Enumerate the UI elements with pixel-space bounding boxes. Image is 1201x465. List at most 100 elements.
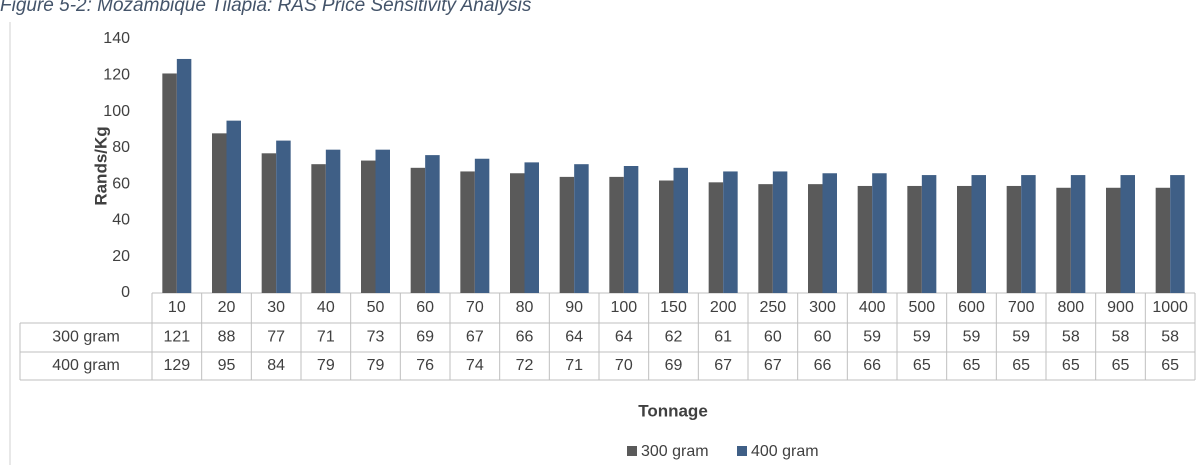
bar: [921, 175, 937, 293]
bar: [212, 133, 227, 293]
table-value: 71: [565, 357, 583, 374]
bar: [673, 167, 688, 293]
table-value: 79: [367, 357, 385, 374]
bar: [524, 162, 539, 293]
x-tick-label: 20: [218, 299, 236, 316]
table-value: 65: [1161, 357, 1179, 374]
x-tick-label: 90: [565, 299, 583, 316]
legend-label: 300 gram: [641, 443, 709, 460]
table-value: 129: [163, 357, 190, 374]
bar: [311, 164, 326, 293]
y-tick-label: 40: [112, 212, 130, 229]
table-value: 67: [714, 357, 732, 374]
x-tick-label: 400: [859, 299, 886, 316]
table-value: 65: [963, 357, 981, 374]
table-value: 70: [615, 357, 633, 374]
table-value: 58: [1062, 329, 1080, 346]
legend-swatch: [627, 446, 637, 456]
bar: [559, 176, 575, 293]
x-tick-label: 600: [958, 299, 985, 316]
bar: [1120, 175, 1135, 293]
bar: [1056, 187, 1071, 293]
legend-swatch: [737, 446, 747, 456]
bar: [510, 173, 525, 293]
x-axis-title: Tonnage: [638, 401, 708, 420]
bar: [857, 185, 873, 293]
table-row-label: 300 gram: [52, 329, 120, 346]
table-value: 65: [1112, 357, 1130, 374]
bar: [1070, 175, 1086, 293]
x-tick-label: 1000: [1152, 299, 1188, 316]
x-tick-label: 150: [660, 299, 687, 316]
table-value: 64: [615, 329, 633, 346]
x-tick-label: 900: [1107, 299, 1134, 316]
x-tick-label: 70: [466, 299, 484, 316]
table-value: 65: [1062, 357, 1080, 374]
bar: [957, 185, 972, 293]
table-value: 65: [913, 357, 931, 374]
bar: [1155, 187, 1171, 293]
bar: [261, 153, 277, 293]
bar: [907, 185, 922, 293]
table-value: 66: [516, 329, 534, 346]
x-tick-label: 300: [809, 299, 836, 316]
table-value: 58: [1161, 329, 1179, 346]
bar: [375, 149, 390, 293]
table-value: 66: [863, 357, 881, 374]
table-value: 59: [863, 329, 881, 346]
bar: [425, 155, 440, 293]
table-value: 66: [814, 357, 832, 374]
bar: [822, 173, 837, 293]
bar: [1106, 187, 1121, 293]
bar: [1021, 175, 1036, 293]
table-value: 61: [714, 329, 732, 346]
table-value: 77: [267, 329, 285, 346]
bar: [460, 171, 475, 293]
table-value: 79: [317, 357, 335, 374]
bar: [1170, 175, 1185, 293]
bar: [410, 167, 426, 293]
table-value: 69: [665, 357, 683, 374]
table-value: 76: [416, 357, 434, 374]
table-value: 59: [963, 329, 981, 346]
table-row-label: 400 gram: [52, 357, 120, 374]
y-tick-label: 60: [112, 175, 130, 192]
table-value: 67: [466, 329, 484, 346]
table-value: 69: [416, 329, 434, 346]
x-tick-label: 700: [1008, 299, 1035, 316]
bar: [659, 180, 674, 293]
y-axis-title: Rands/Kg: [91, 126, 110, 205]
table-value: 74: [466, 357, 484, 374]
table-value: 58: [1112, 329, 1130, 346]
table-value: 84: [267, 357, 285, 374]
table-value: 59: [913, 329, 931, 346]
table-value: 88: [218, 329, 236, 346]
bar: [162, 73, 177, 293]
bar: [176, 58, 192, 294]
x-tick-label: 10: [168, 299, 186, 316]
bar: [609, 176, 624, 293]
x-tick-label: 800: [1057, 299, 1084, 316]
legend-label: 400 gram: [751, 443, 819, 460]
x-tick-label: 50: [367, 299, 385, 316]
bar: [723, 171, 738, 293]
y-tick-label: 120: [103, 67, 130, 84]
y-tick-label: 80: [112, 139, 130, 156]
x-tick-label: 200: [710, 299, 737, 316]
bar: [971, 175, 986, 293]
table-value: 67: [764, 357, 782, 374]
table-value: 72: [516, 357, 534, 374]
bar: [623, 166, 639, 293]
table-value: 95: [218, 357, 236, 374]
table-value: 73: [367, 329, 385, 346]
bar: [574, 164, 589, 293]
y-tick-label: 0: [121, 284, 130, 301]
bar: [1006, 185, 1022, 293]
bar: [474, 158, 490, 293]
x-tick-label: 40: [317, 299, 335, 316]
table-value: 71: [317, 329, 335, 346]
y-tick-label: 20: [112, 248, 130, 265]
table-value: 60: [814, 329, 832, 346]
